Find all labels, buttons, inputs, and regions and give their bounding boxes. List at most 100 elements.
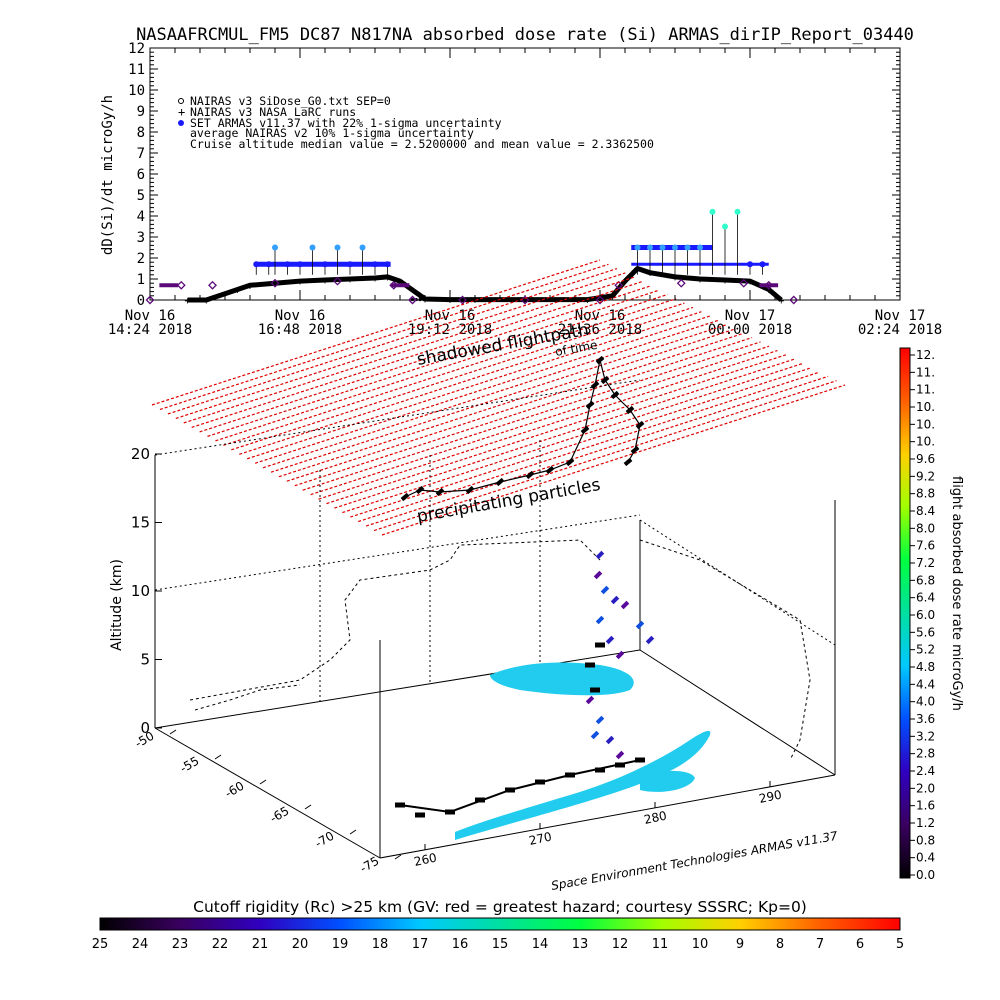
- track-marker-dose: [593, 570, 603, 580]
- particle-layer-line: [373, 380, 837, 532]
- track-marker-dose: [610, 595, 620, 605]
- track-marker-dose: [615, 650, 625, 660]
- dose-tick-label: 8.8: [916, 487, 935, 501]
- dose-tick-label: 9.6: [916, 452, 935, 466]
- lat-tick-label: -55: [178, 754, 202, 776]
- rc-tick-label: 7: [816, 937, 824, 952]
- series-armas-point: [372, 261, 378, 268]
- rc-tick-label: 22: [212, 937, 229, 952]
- y-tick-label: 4: [137, 209, 145, 225]
- z-tick-label: 20: [131, 445, 150, 463]
- series-sidose-point: [333, 276, 342, 286]
- series-armas-point: [709, 208, 716, 215]
- series-nairas-larc-point: +: [203, 296, 209, 307]
- y-tick-label: 2: [137, 251, 145, 267]
- dose-tick-label: 1.2: [916, 816, 935, 830]
- series-armas-point: [309, 244, 316, 251]
- series-sidose-point: [408, 295, 417, 305]
- series-sidose-point: [614, 280, 624, 290]
- series-sidose-point: [739, 278, 749, 288]
- series-armas-point: [347, 261, 353, 268]
- particle-layer-line: [183, 276, 634, 424]
- lat-tick: [304, 804, 312, 810]
- legend-entry: NAIRAS v3 NASA LaRC runs: [190, 105, 356, 119]
- series-armas-point: [253, 261, 260, 268]
- particle-layer-line: [191, 280, 643, 428]
- x-tick-label-date: Nov 17: [725, 308, 776, 324]
- series-nairas-larc-point: +: [585, 296, 591, 307]
- particle-layer-line: [167, 268, 618, 415]
- rc-tick-label: 20: [292, 937, 309, 952]
- track-marker-ground: [595, 767, 605, 773]
- track-line-ground: [399, 759, 641, 814]
- latitude-axis: -50-55-60-65-70-75: [133, 729, 402, 876]
- rc-tick-label: 23: [172, 937, 189, 952]
- particle-layer-line: [310, 345, 770, 496]
- y-tick-label: 3: [137, 230, 145, 246]
- legend-entry: Cruise altitude median value = 2.5200000…: [190, 137, 654, 151]
- dose-tick-label: 7.2: [916, 556, 935, 570]
- series-nairas-larc-point: +: [422, 295, 428, 306]
- dose-tick-label: 0.8: [916, 833, 935, 847]
- particle-layer-line: [215, 293, 668, 442]
- particle-layer-line: [350, 367, 812, 518]
- series-nairas-larc-point: +: [778, 296, 784, 307]
- series-armas-point: [384, 261, 391, 268]
- lat-tick: [169, 729, 177, 735]
- dose-tick-label: 8.4: [916, 504, 935, 518]
- track-marker-dose: [615, 750, 625, 760]
- particle-layer-line: [199, 285, 651, 433]
- dose-tick-label: 8.0: [916, 521, 935, 535]
- particle-layer-line: [159, 263, 609, 411]
- series-nairas-larc-point: +: [272, 279, 278, 290]
- lon-tick-label: 280: [643, 808, 668, 826]
- series-armas-point: [265, 261, 272, 268]
- lat-tick-label: -50: [133, 729, 157, 751]
- particle-layer-line: [326, 354, 787, 505]
- series-sidose-point: [458, 295, 467, 305]
- series-nairas-larc-point: +: [185, 296, 191, 307]
- series-nairas-larc-point: +: [297, 277, 303, 288]
- series-armas-point: [334, 244, 341, 251]
- series-nairas-larc-point: +: [472, 296, 478, 307]
- rc-colorbar: Cutoff rigidity (Rc) >25 km (GV: red = g…: [92, 898, 904, 952]
- dose-colorbar: 12. 11. 11. 10. 10. 10. 9.6 9.2 8.8 8.4 8.0 7.6 7.2 6…: [899, 347, 964, 882]
- dose-tick-label: 7.6: [916, 539, 935, 553]
- track-marker-ground: [590, 687, 600, 693]
- series-nairas-larc-point: +: [722, 276, 728, 287]
- series-sidose-point: [176, 280, 186, 290]
- rc-tick-label: 5: [896, 937, 904, 952]
- rc-colorbar-label: Cutoff rigidity (Rc) >25 km (GV: red = g…: [193, 898, 807, 916]
- dose-tick-label: 11.: [916, 383, 935, 397]
- data-series: +++++++++++++++++++++++++++: [145, 208, 799, 307]
- y-tick-label: 12: [128, 41, 145, 57]
- series-armas-point: [322, 261, 328, 268]
- series-armas-point: [684, 244, 691, 251]
- series-nairas-larc-point: +: [397, 277, 403, 288]
- particle-layer-line: [318, 349, 778, 500]
- y-tick-label: 0: [137, 293, 145, 309]
- dose-tick-label: 10.: [916, 417, 935, 431]
- y-tick-label: 6: [137, 167, 145, 183]
- dose-tick-label: 11.: [916, 365, 935, 379]
- z-axis: 0 5 10 15 20: [131, 445, 162, 737]
- x-tick-label-time: 19:12 2018: [408, 322, 492, 338]
- dose-tick-label: 4.0: [916, 695, 935, 709]
- rc-tick-label: 11: [652, 937, 669, 952]
- series-nairas-larc-point: +: [385, 273, 391, 284]
- dose-tick-label: 12.: [916, 348, 935, 362]
- series-armas-point: [747, 261, 753, 268]
- series-nairas-larc-point: +: [347, 275, 353, 286]
- particle-layer-line: [302, 341, 761, 491]
- dose-tick-label: 6.4: [916, 591, 935, 605]
- series-armas-point: [647, 244, 653, 251]
- series-nairas-larc-point: +: [747, 277, 753, 288]
- track-marker-dose: [595, 715, 605, 725]
- series-nairas-larc-point: +: [610, 292, 616, 303]
- rc-tick-label: 17: [412, 937, 429, 952]
- rc-tick-label: 6: [856, 937, 864, 952]
- series-sidose-point: [270, 278, 280, 288]
- dose-tick-label: 10.: [916, 435, 935, 449]
